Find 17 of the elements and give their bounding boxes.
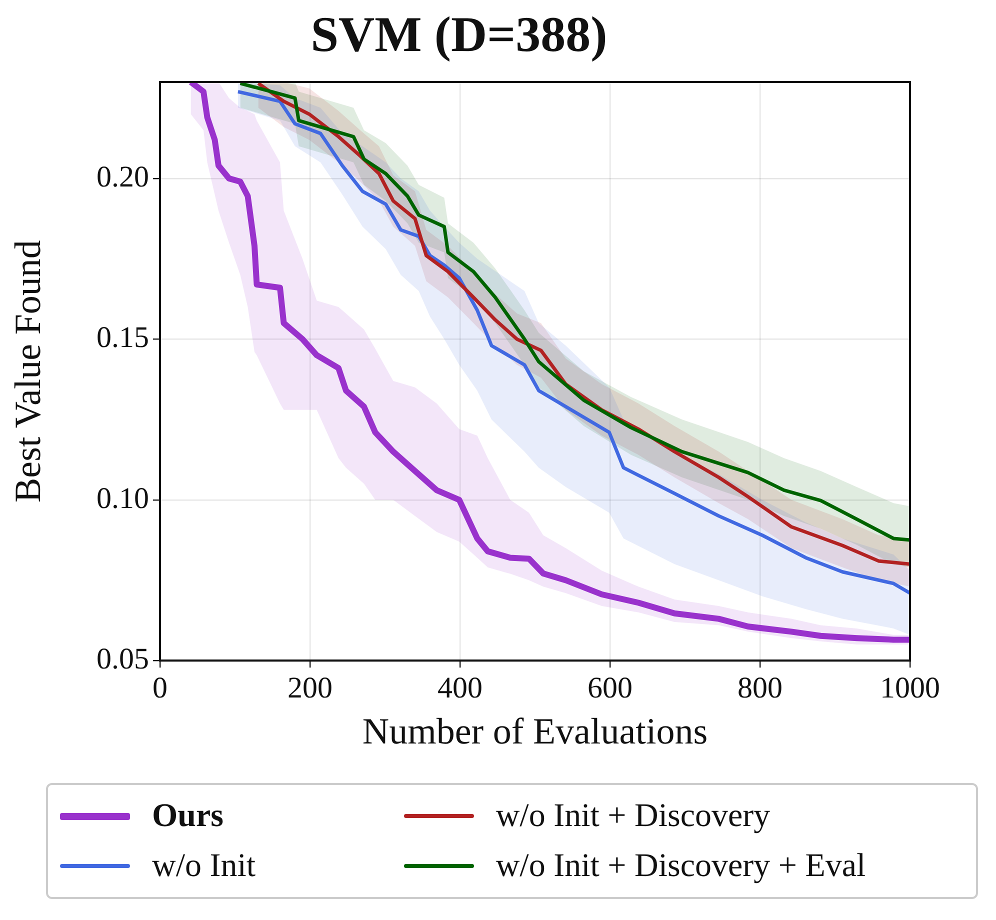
legend-label: w/o Init + Discovery + Eval xyxy=(496,848,866,884)
x-tick-label: 1000 xyxy=(880,671,940,704)
x-tick-label: 800 xyxy=(738,671,782,704)
y-tick-label: 0.10 xyxy=(96,482,149,515)
legend-label: Ours xyxy=(152,798,224,834)
y-tick-label: 0.15 xyxy=(96,321,149,354)
x-axis-title: Number of Evaluations xyxy=(362,712,708,753)
y-axis-title: Best Value Found xyxy=(8,240,49,503)
legend-label: w/o Init + Discovery xyxy=(496,798,770,834)
y-tick-label: 0.05 xyxy=(96,642,149,676)
x-tick-label: 0 xyxy=(152,671,168,704)
x-tick-label: 400 xyxy=(438,671,482,704)
x-tick-label: 200 xyxy=(288,671,332,704)
chart-title: SVM (D=388) xyxy=(310,6,608,62)
y-tick-label: 0.20 xyxy=(96,160,149,194)
legend-label: w/o Init xyxy=(152,848,256,884)
x-tick-label: 600 xyxy=(588,671,632,704)
